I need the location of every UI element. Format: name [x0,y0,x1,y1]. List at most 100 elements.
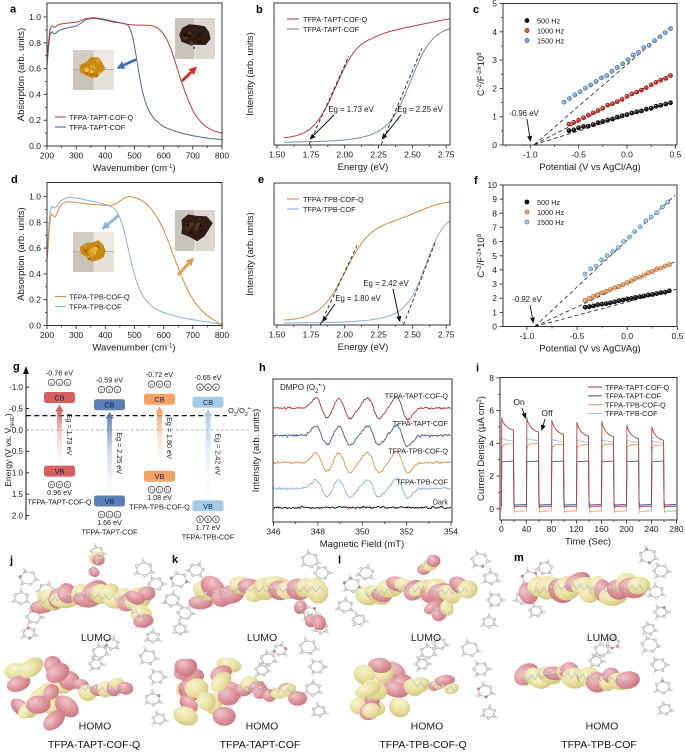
svg-text:Magnetic Field (mT): Magnetic Field (mT) [320,539,404,550]
svg-text:6: 6 [489,406,494,416]
svg-text:2: 2 [492,293,497,303]
svg-text:40: 40 [522,524,532,534]
svg-text:0.4: 0.4 [29,89,41,99]
svg-text:2.0: 2.0 [12,511,24,520]
svg-text:On: On [513,397,525,407]
svg-text:-1.0: -1.0 [9,383,23,392]
svg-text:m: m [514,552,524,564]
svg-text:e: e [116,388,119,393]
svg-text:400: 400 [98,151,112,161]
svg-text:6: 6 [492,237,497,247]
svg-text:1500 Hz: 1500 Hz [537,218,565,227]
svg-text:Off: Off [541,408,553,418]
svg-text:HOMO: HOMO [79,721,112,733]
svg-text:Eg = 2.42 eV: Eg = 2.42 eV [214,433,223,475]
svg-text:800: 800 [215,151,229,161]
svg-text:Eg = 1.80 eV: Eg = 1.80 eV [335,294,381,303]
svg-text:-0.72 eV: -0.72 eV [146,370,173,379]
svg-text:TFPA-TPB-COF: TFPA-TPB-COF [396,478,448,487]
svg-text:3: 3 [492,279,497,289]
svg-text:Wavenumber (cm-1): Wavenumber (cm-1) [92,343,175,354]
svg-text:-0.5: -0.5 [9,404,23,413]
svg-text:500: 500 [127,151,141,161]
svg-text:500 Hz: 500 Hz [537,198,560,207]
svg-text:LUMO: LUMO [411,632,441,644]
svg-text:TFPA-TPB-COF: TFPA-TPB-COF [303,205,356,214]
svg-text:2.75: 2.75 [438,150,455,160]
svg-text:5: 5 [492,0,497,9]
svg-text:TFPA-TPB-COF-Q: TFPA-TPB-COF-Q [379,739,466,751]
svg-text:1.75: 1.75 [303,330,320,340]
svg-text:LUMO: LUMO [81,632,111,644]
svg-text:500 Hz: 500 Hz [537,16,560,25]
svg-text:-1.0: -1.0 [523,150,538,160]
svg-text:TFPA-TAPT-COF: TFPA-TAPT-COF [220,739,301,751]
svg-text:2.50: 2.50 [404,150,421,160]
svg-text:352: 352 [400,527,414,537]
svg-text:Intensity (arb. units): Intensity (arb. units) [251,409,262,492]
svg-text:1.08 eV: 1.08 eV [147,493,172,502]
svg-text:1: 1 [492,112,497,122]
svg-text:1: 1 [492,307,497,317]
svg-text:h: h [66,482,69,487]
svg-text:TFPA-TAPT-COF-Q: TFPA-TAPT-COF-Q [385,392,449,401]
svg-text:Current Density (µA cm2): Current Density (µA cm2) [476,396,487,501]
svg-text:0.4: 0.4 [29,269,41,279]
svg-text:TFPA-TPB-COF: TFPA-TPB-COF [182,532,235,541]
svg-text:-1.0: -1.0 [520,331,535,341]
svg-text:e: e [66,380,69,385]
svg-text:1.0: 1.0 [29,192,41,202]
svg-text:200: 200 [619,524,633,534]
svg-text:-0.5: -0.5 [570,331,585,341]
svg-text:CB: CB [154,395,164,404]
svg-text:LUMO: LUMO [587,632,617,644]
svg-text:Energy (eV): Energy (eV) [338,342,389,353]
svg-text:TFPA-TPB-COF-Q: TFPA-TPB-COF-Q [303,195,364,204]
svg-text:C-2/F-2*108: C-2/F-2*108 [476,233,487,277]
svg-text:h: h [100,512,103,517]
svg-text:1.0: 1.0 [29,12,41,22]
svg-text:Potential (V vs AgCl/Ag): Potential (V vs AgCl/Ag) [539,162,640,173]
svg-text:TFPA-TPB-COF-Q: TFPA-TPB-COF-Q [129,503,190,512]
svg-text:e: e [215,385,218,390]
svg-text:h: h [58,482,61,487]
svg-text:TFPA-TAPT-COF-Q: TFPA-TAPT-COF-Q [303,15,368,24]
svg-text:0: 0 [492,322,497,332]
svg-text:k: k [172,554,179,566]
svg-text:Potential (V vs AgCl/Ag): Potential (V vs AgCl/Ag) [539,344,640,355]
svg-text:600: 600 [157,330,171,340]
svg-text:TFPA-TAPT-COF-Q: TFPA-TAPT-COF-Q [69,113,134,122]
svg-text:800: 800 [215,330,229,340]
svg-text:-0.76 eV: -0.76 eV [46,369,73,378]
svg-text:TFPA-TAPT-COF: TFPA-TAPT-COF [605,392,662,401]
svg-text:1000 Hz: 1000 Hz [537,208,565,217]
svg-text:0.2: 0.2 [29,115,41,125]
svg-text:C-2/F-2*108: C-2/F-2*108 [476,52,487,96]
svg-text:2.25: 2.25 [370,330,387,340]
svg-text:1000 Hz: 1000 Hz [537,26,565,35]
svg-text:0.5: 0.5 [669,150,681,160]
svg-text:HOMO: HOMO [246,721,279,733]
svg-text:0: 0 [492,140,497,150]
svg-text:4: 4 [492,27,497,37]
svg-text:200: 200 [40,151,54,161]
svg-text:e: e [108,388,111,393]
svg-text:e: e [166,382,169,387]
svg-text:1.75: 1.75 [303,150,320,160]
svg-text:e: e [158,382,161,387]
svg-text:160: 160 [594,524,608,534]
svg-text:8: 8 [489,373,494,383]
svg-text:0.0: 0.0 [621,150,633,160]
svg-text:TFPA-TAPT-COF-Q: TFPA-TAPT-COF-Q [48,739,140,751]
svg-text:4: 4 [489,438,494,448]
svg-text:2.00: 2.00 [336,150,353,160]
svg-text:-0.5: -0.5 [571,150,586,160]
svg-text:h: h [166,488,169,493]
svg-text:c: c [473,4,479,16]
svg-text:i: i [476,363,479,375]
svg-text:h: h [199,517,202,522]
svg-text:0.8: 0.8 [29,217,41,227]
svg-text:e: e [207,385,210,390]
svg-text:a: a [10,4,17,16]
svg-text:240: 240 [644,524,658,534]
